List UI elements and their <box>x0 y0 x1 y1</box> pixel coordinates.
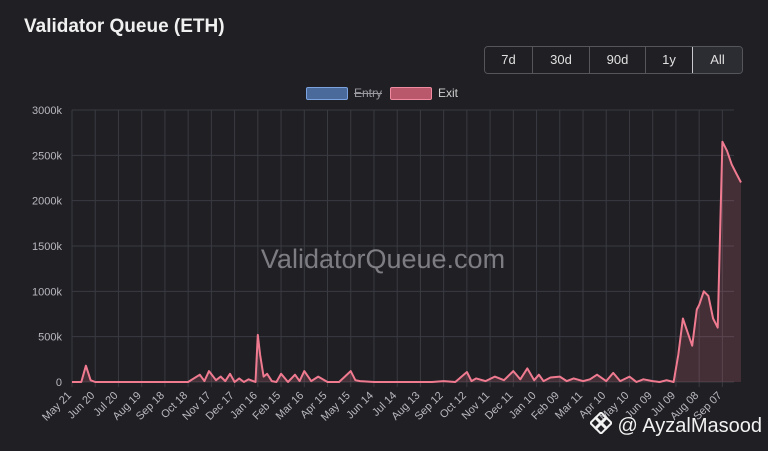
y-tick-label: 1000k <box>32 286 62 298</box>
x-tick-label: May 21 <box>40 390 74 424</box>
chart-legend: Entry Exit <box>306 86 466 100</box>
diamond-logo-icon <box>588 410 613 440</box>
y-axis-ticks: 0 500k 1000k 1500k 2000k 2500k 3000k <box>32 105 62 389</box>
chart-title: Validator Queue (ETH) <box>24 16 225 37</box>
range-7d-button[interactable]: 7d <box>485 47 533 73</box>
range-all-button[interactable]: All <box>692 47 742 73</box>
range-1y-button[interactable]: 1y <box>646 47 693 73</box>
range-30d-button[interactable]: 30d <box>533 47 590 73</box>
legend-item-entry[interactable]: Entry <box>306 86 382 100</box>
credit-text: @ AyzalMasood <box>617 414 762 437</box>
y-tick-label: 0 <box>56 377 62 389</box>
credit-label: @ AyzalMasood <box>588 410 762 440</box>
chart-series <box>72 140 742 383</box>
legend-swatch-exit <box>390 86 433 100</box>
legend-item-exit[interactable]: Exit <box>390 86 458 100</box>
series-line-exit <box>72 140 742 383</box>
y-tick-label: 3000k <box>32 105 62 117</box>
legend-label-entry: Entry <box>354 86 383 100</box>
y-tick-label: 2500k <box>32 150 62 162</box>
range-90d-button[interactable]: 90d <box>590 47 646 73</box>
legend-swatch-entry <box>306 86 348 100</box>
y-tick-label: 1500k <box>32 241 62 253</box>
y-tick-label: 500k <box>38 332 62 344</box>
legend-label-exit: Exit <box>438 86 459 100</box>
y-tick-label: 2000k <box>32 196 62 208</box>
chart-watermark: ValidatorQueue.com <box>261 244 505 274</box>
time-range-selector: 7d 30d 90d 1y All <box>484 46 743 74</box>
